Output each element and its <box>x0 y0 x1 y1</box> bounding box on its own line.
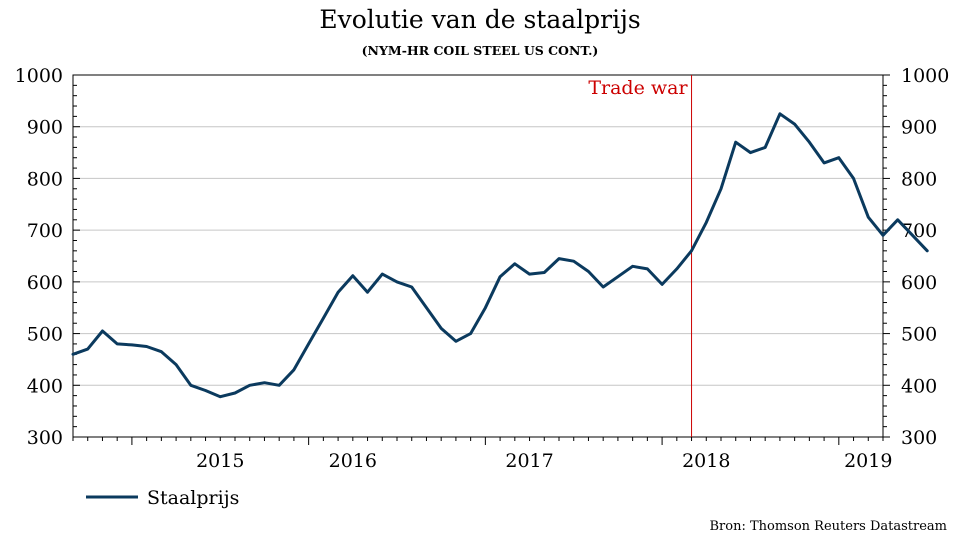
data-point-2016-02 <box>322 316 325 320</box>
x-year-label-2015: 2015 <box>196 450 244 472</box>
y-tick-left-500: 500 <box>27 324 63 346</box>
data-point-2014-10 <box>86 347 89 351</box>
y-tick-right-400: 400 <box>901 375 937 397</box>
x-year-label-2016: 2016 <box>329 450 377 472</box>
plot-frame <box>72 74 884 438</box>
data-point-2015-03 <box>160 350 163 353</box>
y-tick-right-500: 500 <box>901 324 937 346</box>
data-point-2016-04 <box>351 274 355 277</box>
data-point-2016-01 <box>307 342 310 346</box>
x-year-label-2019: 2019 <box>844 450 892 472</box>
x-year-label-2017: 2017 <box>505 450 553 472</box>
data-point-2018-11 <box>808 141 811 144</box>
data-point-2019-07 <box>925 249 929 253</box>
data-point-2018-05 <box>719 187 723 190</box>
source-note: Bron: Thomson Reuters Datastream <box>710 519 948 534</box>
data-point-2017-05 <box>543 271 546 274</box>
y-tick-right-800: 800 <box>901 168 937 190</box>
y-tick-left-700: 700 <box>27 220 63 242</box>
data-point-2016-09 <box>425 306 428 309</box>
data-point-2018-03 <box>690 249 693 253</box>
y-axis-right: 300 400 500 600 700 800 900 1000 <box>883 65 949 449</box>
chart-subtitle: (NYM-HR COIL STEEL US CONT.) <box>362 43 599 58</box>
data-point-2016-05 <box>366 291 369 294</box>
data-point-2015-01 <box>130 343 134 347</box>
series-line-staalprijs <box>71 112 929 399</box>
data-point-2018-08 <box>763 146 767 149</box>
data-point-2019-04 <box>881 234 885 237</box>
data-point-2015-06 <box>204 389 207 392</box>
data-point-2016-06 <box>381 272 384 276</box>
y-tick-left-1000: 1000 <box>15 65 63 87</box>
data-point-2015-12 <box>292 368 296 371</box>
y-tick-left-300: 300 <box>27 427 63 449</box>
data-point-2019-01 <box>837 156 841 159</box>
data-point-2017-04 <box>528 272 531 276</box>
data-point-2017-07 <box>572 259 575 263</box>
data-point-2016-03 <box>336 291 340 294</box>
data-point-2015-04 <box>174 363 178 366</box>
legend-label-staalprijs: Staalprijs <box>147 487 239 509</box>
legend: Staalprijs <box>86 487 239 509</box>
data-point-2017-08 <box>587 270 590 273</box>
data-point-2015-09 <box>248 384 251 387</box>
data-point-2015-08 <box>233 391 237 395</box>
data-point-2017-10 <box>616 275 620 278</box>
data-point-2017-02 <box>498 275 502 278</box>
data-point-2015-07 <box>219 395 222 398</box>
trade-war-label: Trade war <box>588 77 688 99</box>
series-group <box>71 112 929 399</box>
data-point-2018-01 <box>660 283 664 286</box>
x-year-label-2018: 2018 <box>682 450 730 472</box>
data-point-2018-07 <box>749 151 752 154</box>
data-point-2017-06 <box>557 257 561 260</box>
data-point-2014-12 <box>115 342 119 346</box>
grid-lines <box>73 126 883 386</box>
data-point-2014-11 <box>101 329 104 333</box>
data-point-2017-03 <box>513 262 517 265</box>
data-point-2016-08 <box>410 285 413 289</box>
data-point-2015-11 <box>277 384 281 387</box>
y-tick-right-700: 700 <box>901 220 937 242</box>
y-tick-left-400: 400 <box>27 375 63 397</box>
data-point-2016-07 <box>395 280 399 284</box>
data-point-2015-05 <box>189 384 193 387</box>
data-point-2016-10 <box>439 327 443 330</box>
data-point-2014-09 <box>71 353 75 356</box>
data-point-2017-09 <box>601 285 605 289</box>
y-tick-right-600: 600 <box>901 272 937 294</box>
data-point-2018-04 <box>705 221 708 224</box>
y-tick-right-300: 300 <box>901 427 937 449</box>
chart-title: Evolutie van de staalprijs <box>319 5 640 34</box>
x-axis: 2015 2016 2017 2018 2019 <box>72 437 892 472</box>
data-point-2015-10 <box>263 381 266 384</box>
data-point-2018-12 <box>822 161 826 165</box>
data-point-2017-12 <box>646 267 649 271</box>
y-tick-left-600: 600 <box>27 272 63 294</box>
y-tick-right-900: 900 <box>901 117 937 139</box>
data-point-2016-11 <box>454 340 458 343</box>
data-point-2018-02 <box>675 267 679 271</box>
data-point-2019-03 <box>867 216 870 219</box>
data-point-2019-06 <box>911 234 914 237</box>
data-point-2017-01 <box>484 306 487 309</box>
y-axis-left: 300 400 500 600 700 800 900 1000 <box>15 65 80 449</box>
data-point-2018-10 <box>793 122 796 126</box>
data-point-2016-12 <box>469 332 472 335</box>
data-point-2019-02 <box>852 177 855 180</box>
data-point-2015-02 <box>145 345 148 348</box>
data-point-2019-05 <box>896 218 899 221</box>
data-point-2017-11 <box>631 265 634 268</box>
y-tick-right-1000: 1000 <box>901 65 949 87</box>
y-tick-left-800: 800 <box>27 168 63 190</box>
data-point-2018-09 <box>778 112 782 115</box>
data-point-2018-06 <box>734 141 737 144</box>
y-tick-left-900: 900 <box>27 117 63 139</box>
